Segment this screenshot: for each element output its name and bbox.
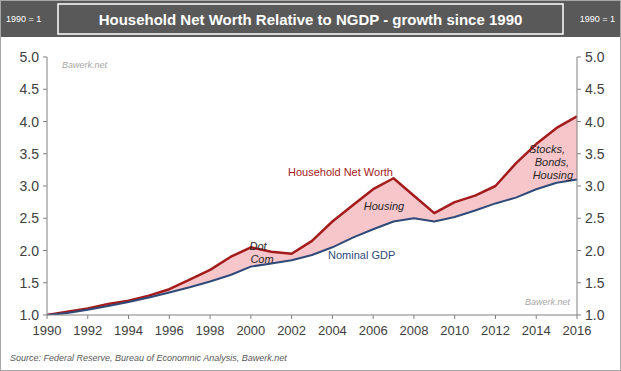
chart: Household Net Worth Relative to NGDP - g… bbox=[0, 0, 621, 371]
header-band bbox=[1, 1, 620, 37]
series-line bbox=[47, 116, 577, 315]
annotation: Stocks,Bonds,Housing bbox=[529, 143, 574, 181]
y2-tick-label: 1.0 bbox=[585, 307, 605, 323]
y-tick bbox=[43, 121, 47, 122]
y2-tick-label: 3.0 bbox=[585, 178, 605, 194]
y-tick bbox=[43, 218, 47, 219]
annotation-line: Com bbox=[250, 253, 273, 265]
y2-tick-label: 1.5 bbox=[585, 275, 605, 291]
title-box bbox=[58, 4, 563, 34]
x-tick-label: 1998 bbox=[196, 323, 225, 338]
series-label: Household Net Worth bbox=[288, 166, 393, 178]
y-tick bbox=[43, 250, 47, 251]
watermark: Bawerk.net bbox=[525, 297, 571, 307]
x-tick bbox=[169, 315, 170, 319]
x-tick-label: 2006 bbox=[359, 323, 388, 338]
data-group bbox=[47, 116, 577, 315]
x-tick bbox=[128, 315, 129, 319]
annotation-line: Housing bbox=[533, 169, 574, 181]
x-tick-label: 2008 bbox=[399, 323, 428, 338]
y2-tick-label: 2.5 bbox=[585, 210, 605, 226]
series-line bbox=[47, 180, 577, 315]
x-tick bbox=[454, 315, 455, 319]
watermark: Bawerk.net bbox=[62, 60, 108, 70]
x-tick-label: 2004 bbox=[318, 323, 347, 338]
y-tick-label: 5.0 bbox=[20, 49, 40, 65]
y2-tick-label: 3.5 bbox=[585, 146, 605, 162]
x-tick bbox=[250, 315, 251, 319]
y-tick bbox=[43, 186, 47, 187]
y2-tick bbox=[577, 315, 581, 316]
title: Household Net Worth Relative to NGDP - g… bbox=[99, 11, 523, 28]
y-tick bbox=[43, 282, 47, 283]
y-tick-label: 1.5 bbox=[20, 275, 40, 291]
y-axis-label: 1990 = 1 bbox=[6, 14, 41, 24]
y-tick bbox=[43, 315, 47, 316]
annotation-line: Bonds, bbox=[535, 156, 569, 168]
annotation: DotCom bbox=[249, 240, 273, 265]
y2-tick bbox=[577, 250, 581, 251]
y-tick-label: 2.5 bbox=[20, 210, 40, 226]
x-tick bbox=[495, 315, 496, 319]
x-tick bbox=[210, 315, 211, 319]
annotation: Housing bbox=[364, 200, 405, 212]
x-tick-label: 2010 bbox=[440, 323, 469, 338]
x-tick-label: 1996 bbox=[155, 323, 184, 338]
y2-tick bbox=[577, 282, 581, 283]
y2-tick-label: 5.0 bbox=[585, 49, 605, 65]
x-tick bbox=[577, 315, 578, 319]
y-tick bbox=[43, 89, 47, 90]
gap-area bbox=[47, 116, 577, 315]
y2-tick-label: 4.0 bbox=[585, 114, 605, 130]
y-tick-label: 1.0 bbox=[20, 307, 40, 323]
annotation-line: Dot bbox=[249, 240, 267, 252]
x-tick bbox=[332, 315, 333, 319]
x-tick bbox=[291, 315, 292, 319]
y-tick-label: 4.0 bbox=[20, 114, 40, 130]
x-tick-label: 2000 bbox=[236, 323, 265, 338]
x-tick-label: 2012 bbox=[481, 323, 510, 338]
y-tick bbox=[43, 153, 47, 154]
x-tick bbox=[536, 315, 537, 319]
y2-tick-label: 4.5 bbox=[585, 81, 605, 97]
y2-tick bbox=[577, 218, 581, 219]
y2-tick bbox=[577, 89, 581, 90]
x-tick bbox=[373, 315, 374, 319]
y-tick-label: 4.5 bbox=[20, 81, 40, 97]
annotation-line: Housing bbox=[364, 200, 405, 212]
x-axis-line bbox=[47, 315, 577, 316]
annotation-line: Stocks, bbox=[529, 143, 565, 155]
y-tick-label: 3.5 bbox=[20, 146, 40, 162]
x-tick-label: 2016 bbox=[563, 323, 592, 338]
x-tick-label: 1990 bbox=[33, 323, 62, 338]
x-tick bbox=[47, 315, 48, 319]
y2-tick-label: 2.0 bbox=[585, 243, 605, 259]
y2-tick bbox=[577, 186, 581, 187]
y2-axis-label: 1990 = 1 bbox=[580, 14, 615, 24]
y2-tick bbox=[577, 153, 581, 154]
y-tick bbox=[43, 57, 47, 58]
frame bbox=[1, 1, 621, 371]
x-tick-label: 1992 bbox=[73, 323, 102, 338]
y-tick-label: 2.0 bbox=[20, 243, 40, 259]
y2-tick bbox=[577, 57, 581, 58]
source: Source: Federal Reserve, Bureau of Econo… bbox=[10, 353, 287, 363]
x-tick bbox=[413, 315, 414, 319]
series-label: Nominal GDP bbox=[328, 249, 395, 261]
y2-tick bbox=[577, 121, 581, 122]
x-tick bbox=[87, 315, 88, 319]
x-tick-label: 2014 bbox=[522, 323, 551, 338]
x-tick-label: 2002 bbox=[277, 323, 306, 338]
y-tick-label: 3.0 bbox=[20, 178, 40, 194]
x-tick-label: 1994 bbox=[114, 323, 143, 338]
